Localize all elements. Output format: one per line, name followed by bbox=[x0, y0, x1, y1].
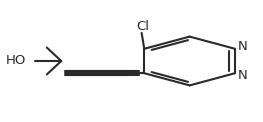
Text: N: N bbox=[238, 69, 247, 82]
Text: Cl: Cl bbox=[136, 20, 149, 33]
Text: N: N bbox=[238, 40, 247, 53]
Text: HO: HO bbox=[6, 55, 26, 67]
